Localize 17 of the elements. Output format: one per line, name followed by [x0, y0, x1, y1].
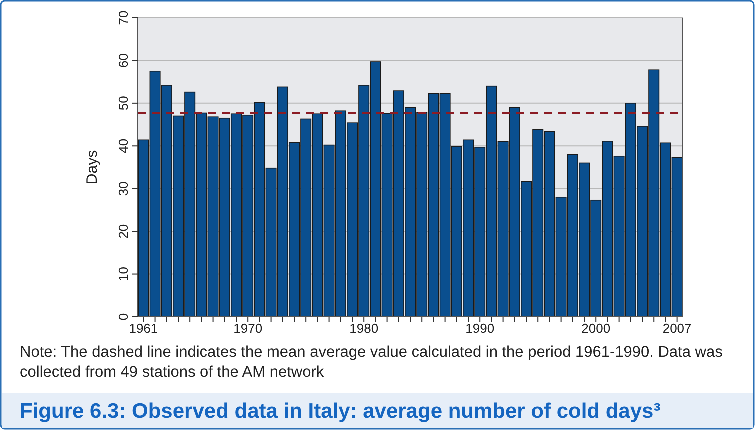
y-tick-label: 0 — [116, 313, 131, 321]
text: Note: The dashed line indicates the mean average value calculated in the period 1961-1990. Data was collected from 49 stations of the AM network — [20, 344, 724, 381]
text: Figure 6.3: Observed data in Italy: average number of cold days³ — [20, 400, 661, 423]
y-tick-label: 70 — [116, 10, 131, 26]
x-tick-label: 1970 — [234, 321, 263, 336]
y-axis-title: Days — [84, 150, 101, 185]
x-tick-label: 2007 — [662, 321, 692, 336]
y-tick-label: 40 — [116, 138, 131, 154]
y-tick-label: 50 — [116, 96, 131, 111]
y-tick-label: 10 — [116, 267, 131, 282]
x-tick-label: 1990 — [466, 321, 495, 336]
x-tick-label: 1980 — [350, 321, 379, 336]
y-tick-label: 20 — [116, 224, 131, 239]
y-tick-label: 60 — [116, 53, 131, 68]
y-tick-label: 30 — [116, 182, 131, 196]
x-tick-label: 2000 — [582, 321, 611, 336]
x-tick-label: 1961 — [129, 321, 158, 336]
